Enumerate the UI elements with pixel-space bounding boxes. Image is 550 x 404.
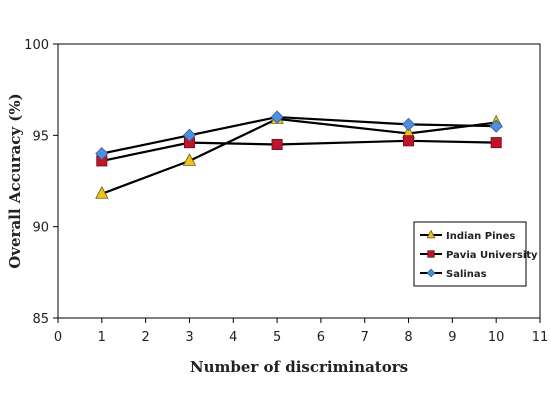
x-tick-label: 0 <box>54 330 62 345</box>
x-axis-ticks: 0 1 2 3 4 5 6 7 8 9 10 11 <box>54 318 548 345</box>
series-points-pavia-university <box>96 135 502 167</box>
series-indian-pines <box>101 117 497 195</box>
y-tick-label: 95 <box>32 129 49 144</box>
legend-label: Pavia University <box>446 250 538 261</box>
x-tick-label: 10 <box>488 330 505 345</box>
x-tick-label: 4 <box>229 330 237 345</box>
x-tick-label: 7 <box>361 330 369 345</box>
x-tick-label: 2 <box>141 330 149 345</box>
data-point-indian-pines <box>182 153 197 166</box>
legend: Indian Pines Pavia University Salinas <box>413 221 538 287</box>
legend-swatch-marker <box>427 250 435 258</box>
plot-area <box>57 43 541 319</box>
data-point-salinas <box>182 128 197 142</box>
legend-item-salinas: Salinas <box>420 268 487 280</box>
legend-label: Salinas <box>446 269 487 280</box>
y-tick-label: 85 <box>32 312 49 327</box>
x-tick-label: 11 <box>532 330 549 345</box>
data-point-pavia-university <box>403 135 415 147</box>
data-point-pavia-university <box>490 137 502 149</box>
series-layer <box>95 110 503 199</box>
x-axis-title: Number of discriminators <box>190 358 408 376</box>
data-point-indian-pines <box>95 186 109 199</box>
x-tick-label: 5 <box>273 330 281 345</box>
x-tick-label: 8 <box>404 330 412 345</box>
data-point-salinas <box>401 117 416 131</box>
y-axis-title: Overall Accuracy (%) <box>6 93 24 269</box>
y-axis-ticks: 85 90 95 100 <box>24 38 58 327</box>
legend-swatch-marker <box>426 229 436 239</box>
x-tick-label: 9 <box>448 330 456 345</box>
series-points-salinas <box>95 110 503 161</box>
legend-label: Indian Pines <box>446 231 515 242</box>
legend-swatch-marker <box>426 268 436 278</box>
legend-item-indian-pines: Indian Pines <box>420 229 515 242</box>
data-point-salinas <box>489 119 503 133</box>
y-tick-label: 100 <box>24 38 49 53</box>
legend-item-pavia-university: Pavia University <box>420 250 538 261</box>
series-line-indian-pines <box>101 117 497 195</box>
x-tick-label: 1 <box>98 330 106 345</box>
data-point-salinas <box>270 110 284 124</box>
series-pavia-university <box>101 139 497 162</box>
data-point-salinas <box>95 147 109 161</box>
series-line-pavia-university <box>101 139 497 162</box>
data-point-pavia-university <box>271 138 283 150</box>
x-tick-label: 3 <box>185 330 193 345</box>
x-tick-label: 6 <box>317 330 325 345</box>
y-tick-label: 90 <box>32 221 49 236</box>
